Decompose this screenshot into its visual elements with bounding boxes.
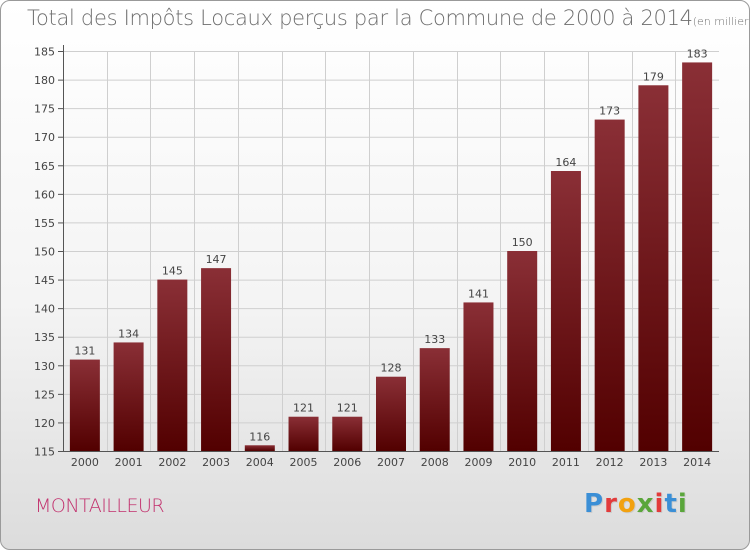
- chart-title-unit: (en milliers d'€): [692, 15, 749, 28]
- data-label-2012: 173: [599, 105, 620, 118]
- y-tick-label: 155: [34, 217, 55, 230]
- bar-2008: [419, 348, 450, 451]
- x-tick-label-2003: 2003: [202, 456, 230, 469]
- bar-2002: [157, 279, 188, 451]
- x-tick-label-2013: 2013: [639, 456, 667, 469]
- chart-title: Total des Impôts Locaux perçus par la Co…: [27, 6, 749, 30]
- x-tick-label-2014: 2014: [683, 456, 711, 469]
- data-label-2000: 131: [74, 345, 95, 358]
- logo-letter: i: [677, 489, 688, 519]
- x-tick-label-2007: 2007: [377, 456, 405, 469]
- y-tick-label: 165: [34, 160, 55, 173]
- x-tick-label-2011: 2011: [552, 456, 580, 469]
- data-label-2007: 128: [381, 362, 402, 375]
- bar-2001: [113, 342, 144, 451]
- x-tick-label-2004: 2004: [246, 456, 274, 469]
- y-tick-label: 160: [34, 188, 55, 201]
- data-label-2011: 164: [555, 156, 576, 169]
- data-label-2005: 121: [293, 402, 314, 415]
- logo-letter: r: [604, 489, 618, 519]
- bar-2012: [594, 119, 625, 452]
- x-tick-label-2000: 2000: [71, 456, 99, 469]
- bar-2010: [507, 251, 538, 451]
- data-label-2003: 147: [206, 253, 227, 266]
- logo-letter: P: [584, 489, 605, 519]
- bar-2006: [332, 416, 363, 451]
- proxiti-logo[interactable]: Proxiti: [584, 489, 688, 519]
- bar-2009: [463, 302, 494, 451]
- data-label-2004: 116: [249, 430, 270, 443]
- y-tick-label: 150: [34, 246, 55, 259]
- x-tick-label-2010: 2010: [508, 456, 536, 469]
- y-tick-label: 130: [34, 360, 55, 373]
- data-label-2009: 141: [468, 287, 489, 300]
- commune-name: MONTAILLEUR: [35, 495, 165, 517]
- y-tick-label: 185: [34, 46, 55, 59]
- bar-2013: [638, 85, 669, 452]
- x-tick-label-2001: 2001: [115, 456, 143, 469]
- x-tick-label-2008: 2008: [421, 456, 449, 469]
- logo-letter: o: [617, 489, 637, 519]
- bar-2005: [288, 416, 319, 451]
- bar-2003: [201, 268, 232, 451]
- x-tick-label-2012: 2012: [596, 456, 624, 469]
- axes: [58, 45, 719, 452]
- data-label-2008: 133: [424, 333, 445, 346]
- bar-2011: [550, 171, 581, 451]
- data-label-2002: 145: [162, 265, 183, 278]
- bar-2007: [376, 376, 406, 451]
- x-tick-label-2002: 2002: [158, 456, 186, 469]
- y-tick-label: 140: [34, 303, 55, 316]
- labels: 115 120 125 130 135 140 145 150 155 160 165 170 175 1…: [34, 46, 711, 470]
- y-tick-label: 115: [34, 446, 55, 459]
- y-tick-label: 145: [34, 274, 55, 287]
- bar-2004: [244, 445, 275, 451]
- chart-title-text: Total des Impôts Locaux perçus par la Co…: [27, 6, 693, 30]
- y-tick-label: 180: [34, 74, 55, 87]
- bar-2014: [682, 62, 713, 452]
- x-tick-label-2005: 2005: [290, 456, 318, 469]
- y-tick-label: 120: [34, 417, 55, 430]
- data-label-2013: 179: [643, 70, 664, 83]
- data-label-2014: 183: [687, 47, 708, 60]
- bars: [69, 62, 713, 452]
- y-tick-label: 175: [34, 103, 55, 116]
- x-tick-label-2006: 2006: [333, 456, 361, 469]
- y-tick-label: 135: [34, 331, 55, 344]
- data-label-2010: 150: [512, 236, 533, 249]
- logo-letter: i: [654, 489, 665, 519]
- x-tick-label-2009: 2009: [464, 456, 492, 469]
- data-label-2001: 134: [118, 327, 139, 340]
- bar-2000: [69, 359, 100, 451]
- y-tick-label: 125: [34, 388, 55, 401]
- logo-letter: x: [636, 489, 655, 519]
- logo-letter: t: [664, 489, 678, 519]
- y-tick-label: 170: [34, 131, 55, 144]
- data-label-2006: 121: [337, 402, 358, 415]
